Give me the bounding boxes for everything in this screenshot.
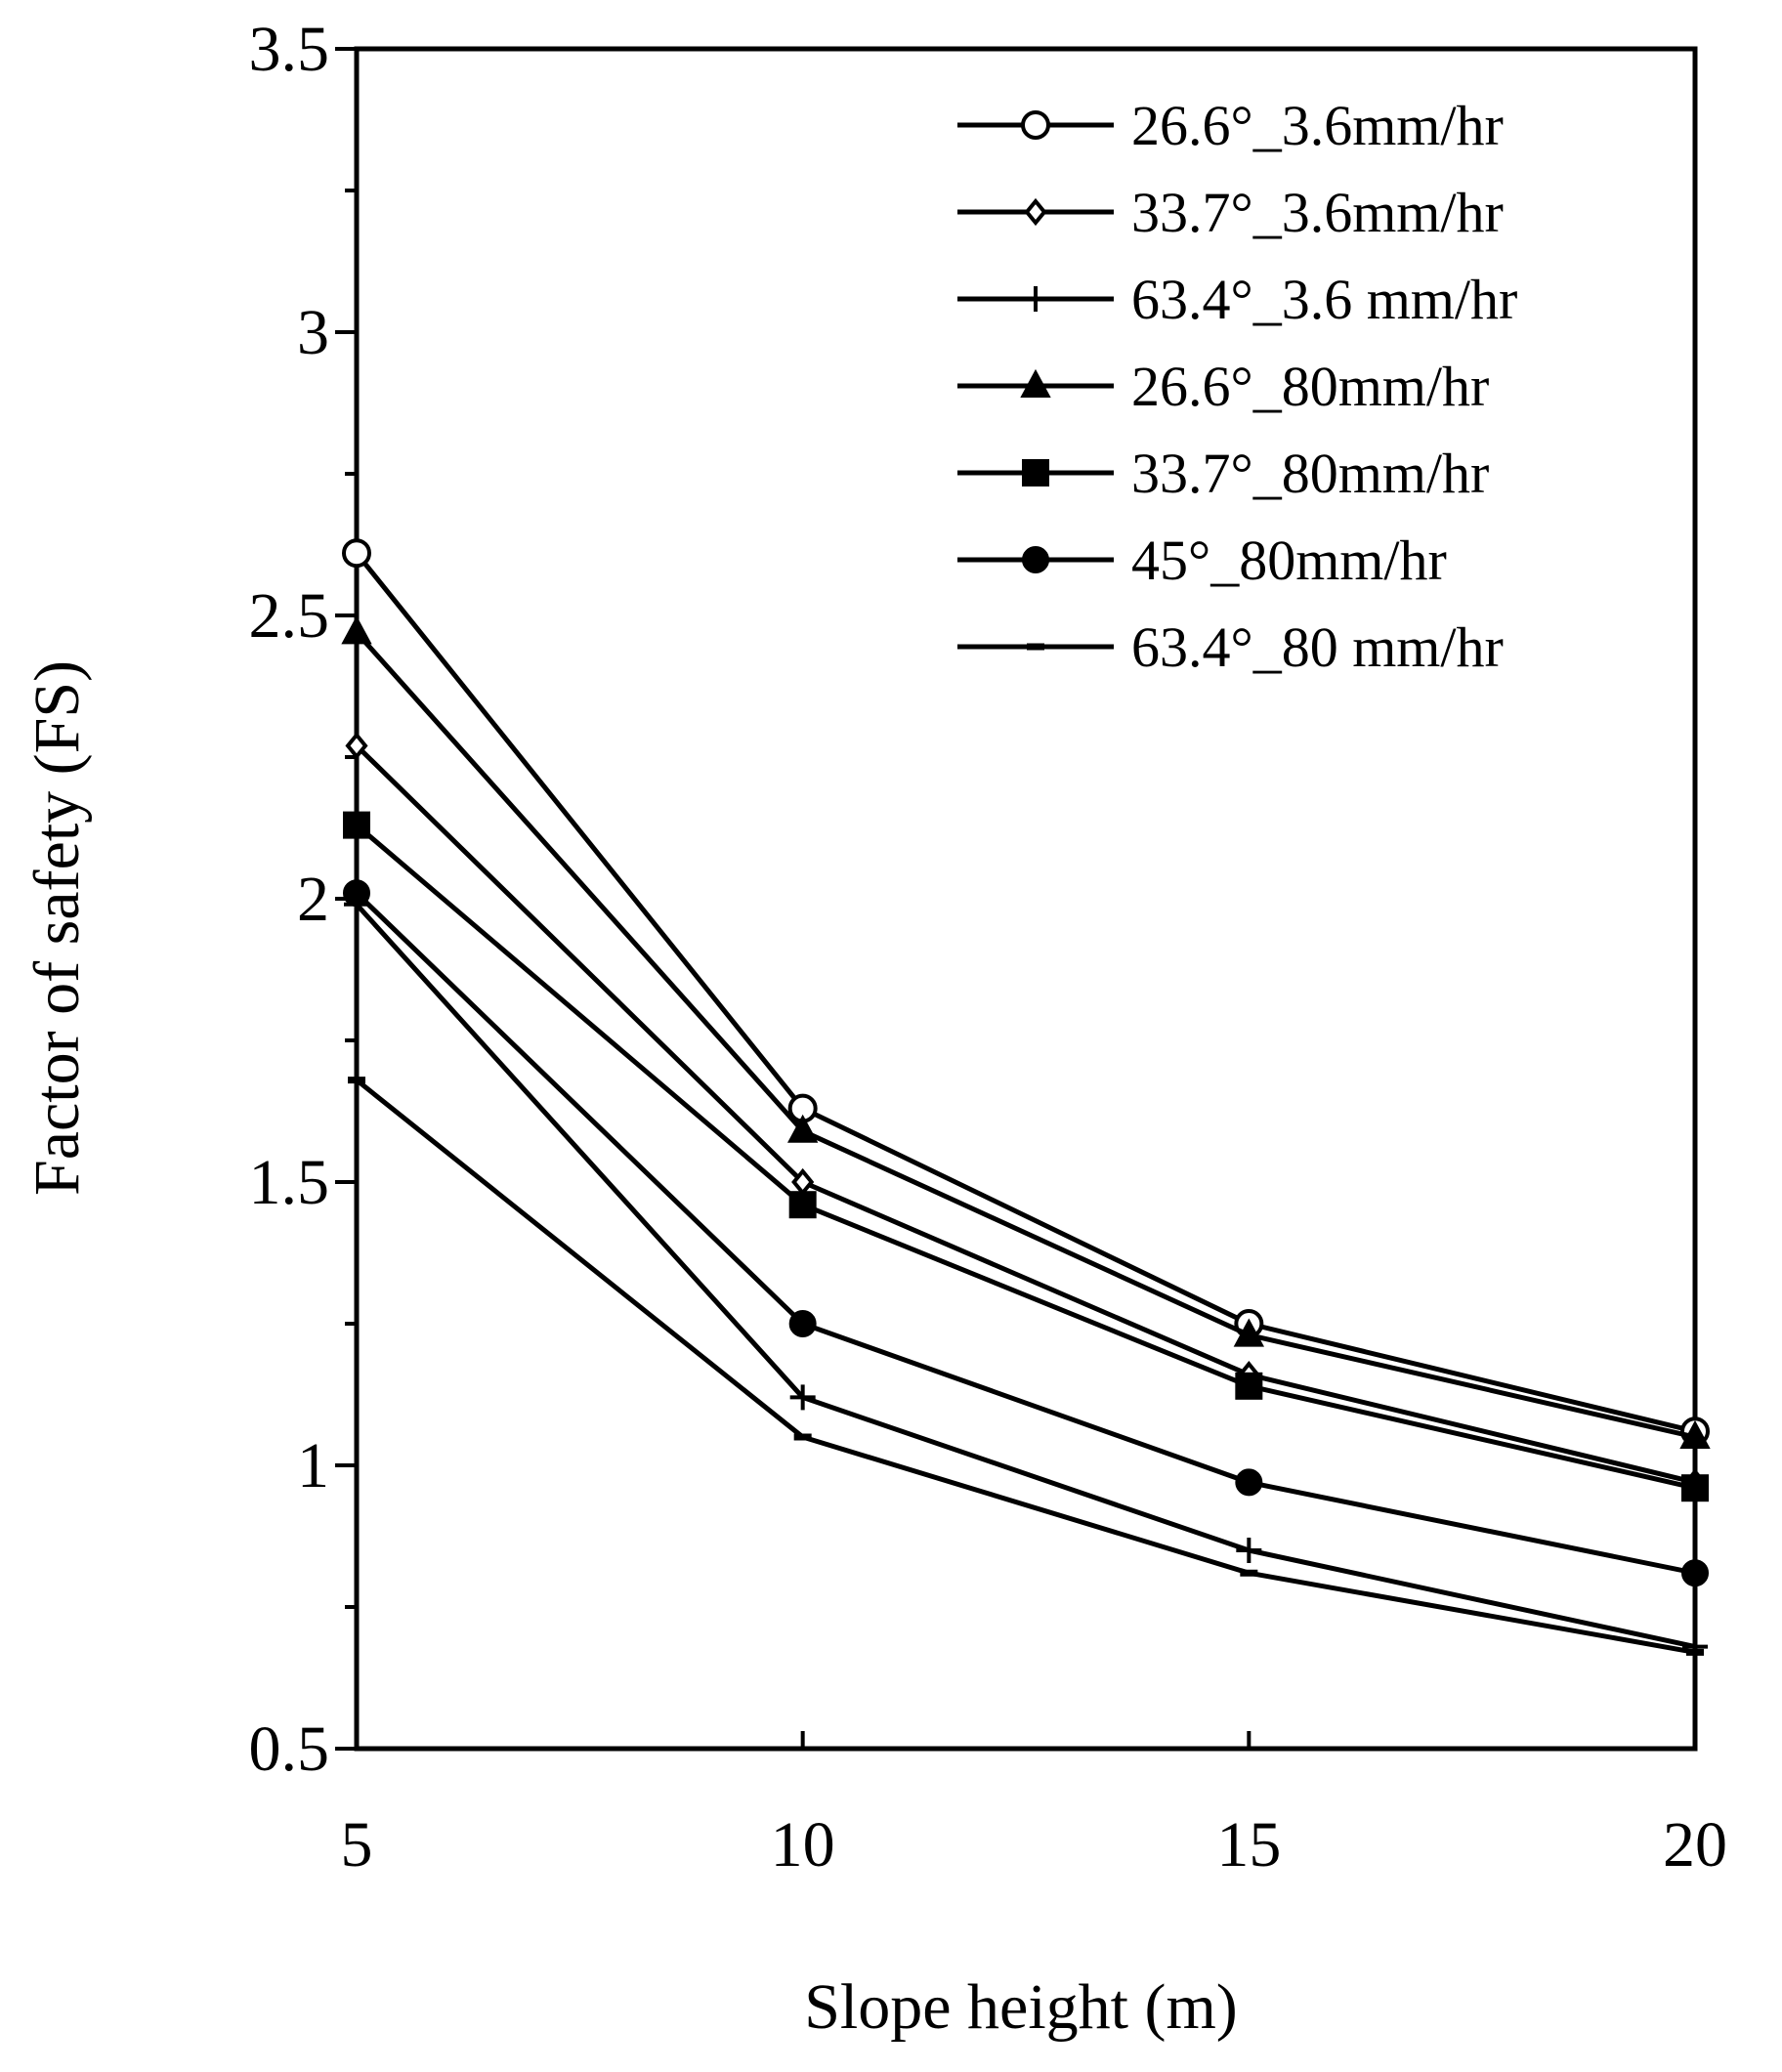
legend-entry-5: 33.7°_80mm/hr bbox=[957, 442, 1489, 505]
y-tick-label: 2.5 bbox=[249, 580, 330, 652]
filled-triangle-marker bbox=[1679, 1419, 1711, 1449]
legend-label: 26.6°_80mm/hr bbox=[1131, 355, 1489, 418]
filled-triangle-marker bbox=[1020, 368, 1051, 398]
series-line bbox=[355, 903, 1696, 1650]
y-tick-label: 3.5 bbox=[249, 14, 330, 85]
series-group bbox=[341, 538, 1711, 1660]
axes: 0.5 1 1.5 2 2.5 3 3.5 5 10 15 20 bbox=[249, 14, 1728, 1881]
legend-entry-1: 26.6°_3.6mm/hr bbox=[957, 94, 1504, 157]
y-tick-label: 1 bbox=[297, 1430, 329, 1501]
series-line bbox=[355, 743, 1696, 1485]
legend-label: 63.4°_3.6 mm/hr bbox=[1131, 268, 1517, 331]
filled-triangle-marker bbox=[341, 615, 372, 645]
plus-marker bbox=[1236, 1538, 1262, 1563]
legend-entry-6: 45°_80mm/hr bbox=[957, 529, 1447, 592]
open-circle-marker bbox=[1021, 110, 1050, 140]
filled-triangle-marker bbox=[1233, 1318, 1265, 1347]
series-7 bbox=[348, 1077, 1704, 1656]
y-tick-label: 3 bbox=[297, 297, 329, 368]
legend: 26.6°_3.6mm/hr 33.7°_3.6mm/hr 63.4°_3.6 mm… bbox=[957, 94, 1517, 679]
x-tick-label: 15 bbox=[1216, 1809, 1281, 1881]
plus-marker bbox=[789, 1384, 816, 1411]
series-line bbox=[355, 551, 1696, 1434]
legend-label: 45°_80mm/hr bbox=[1131, 529, 1447, 592]
series-5 bbox=[343, 811, 1709, 1502]
y-tick-label: 1.5 bbox=[249, 1147, 330, 1218]
plus-marker bbox=[1023, 286, 1048, 312]
legend-label: 33.7°_80mm/hr bbox=[1131, 442, 1489, 505]
y-tick-label: 0.5 bbox=[249, 1713, 330, 1785]
open-circle-marker bbox=[342, 538, 371, 569]
x-tick-label: 20 bbox=[1663, 1809, 1727, 1881]
filled-square-marker bbox=[788, 1191, 817, 1219]
legend-entry-3: 63.4°_3.6 mm/hr bbox=[957, 268, 1517, 331]
series-line bbox=[355, 1078, 1696, 1655]
filled-circle-marker bbox=[1022, 546, 1049, 573]
open-diamond-marker bbox=[1024, 197, 1047, 227]
legend-entry-7: 63.4°_80 mm/hr bbox=[957, 615, 1504, 679]
legend-entry-2: 33.7°_3.6mm/hr bbox=[957, 181, 1504, 244]
y-tick-label: 2 bbox=[297, 864, 329, 935]
x-axis-title: Slope height (m) bbox=[804, 1971, 1238, 2043]
filled-square-marker bbox=[1681, 1474, 1709, 1502]
y-axis-title: Factor of safety (FS) bbox=[21, 660, 93, 1196]
series-3 bbox=[344, 891, 1708, 1660]
legend-label: 63.4°_80 mm/hr bbox=[1131, 615, 1504, 679]
series-line bbox=[355, 630, 1696, 1440]
series-line bbox=[355, 891, 1696, 1576]
legend-entry-4: 26.6°_80mm/hr bbox=[957, 355, 1489, 418]
x-tick-label: 5 bbox=[341, 1809, 373, 1881]
series-6 bbox=[343, 879, 1709, 1587]
series-4 bbox=[341, 615, 1711, 1449]
filled-circle-marker bbox=[1681, 1559, 1709, 1587]
open-diamond-marker bbox=[345, 732, 368, 760]
legend-label: 33.7°_3.6mm/hr bbox=[1131, 181, 1504, 244]
x-tick-label: 10 bbox=[771, 1809, 835, 1881]
series-line bbox=[355, 823, 1696, 1491]
filled-square-marker bbox=[1022, 459, 1049, 486]
legend-label: 26.6°_3.6mm/hr bbox=[1131, 94, 1504, 157]
filled-circle-marker bbox=[343, 879, 370, 908]
filled-square-marker bbox=[343, 811, 370, 839]
filled-triangle-marker bbox=[786, 1114, 819, 1143]
filled-square-marker bbox=[1235, 1372, 1263, 1400]
filled-circle-marker bbox=[788, 1310, 817, 1337]
filled-circle-marker bbox=[1235, 1468, 1263, 1497]
